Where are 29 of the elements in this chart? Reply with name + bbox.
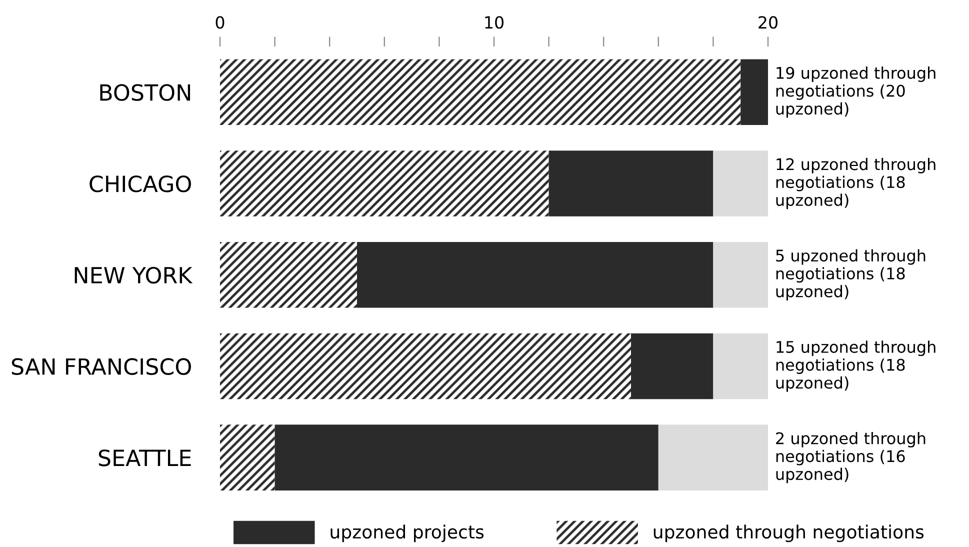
bar [631,333,714,400]
y-tick-label: SEATTLE [98,450,191,466]
bar [220,242,357,308]
legend-label: upzoned through negotiations [654,524,924,542]
text: 15 upzoned through negotiations (18 upzoned) [776,340,936,392]
bar [357,242,714,308]
text: 12 upzoned through negotiations (18 upzoned) [776,158,936,210]
bar [220,333,631,400]
x-tick-label: 10 [485,16,504,29]
y-tick-label: NEW YORK [74,266,193,284]
y-tick-label: BOSTON [100,84,190,101]
legend-label: upzoned projects [330,524,484,542]
y-tick-label: SAN FRANCISCO [12,358,191,375]
text: 2 upzoned through negotiations (16 upzoned) [776,432,926,484]
bar [220,424,275,490]
text: 5 upzoned through negotiations (18 upzoned) [776,249,926,300]
text: 19 upzoned through negotiations (20 upzoned) [776,66,936,118]
bar [658,424,768,490]
x-tick-label: 0 [216,16,224,29]
bar [220,59,741,126]
bar [220,150,549,216]
bar [548,150,714,216]
bar [274,424,658,490]
bar [713,333,768,400]
bar [713,242,768,308]
x-tick-label: 20 [758,16,778,29]
bar [713,150,768,216]
y-tick-label: CHICAGO [90,175,191,192]
bar [740,59,768,126]
